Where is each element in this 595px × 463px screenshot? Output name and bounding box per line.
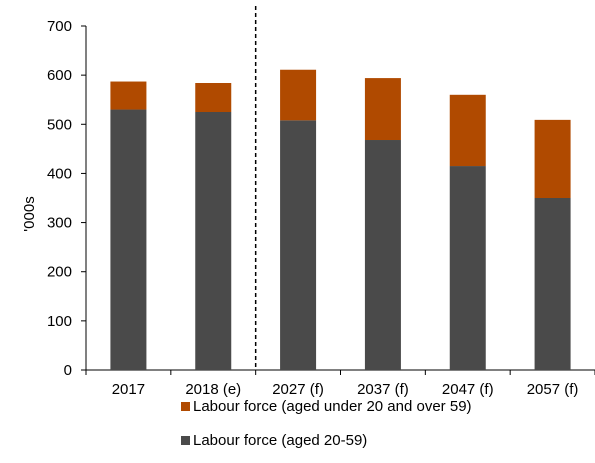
bar-segment-aged-under-20-over-59 <box>195 83 232 112</box>
bar-segment-aged-under-20-over-59 <box>534 119 571 198</box>
legend-swatch <box>181 436 190 445</box>
legend: Labour force (aged under 20 and over 59)… <box>181 398 472 449</box>
y-tick-label: 700 <box>47 18 72 35</box>
bar-segment-aged-20-59 <box>110 109 147 371</box>
bar-segment-aged-20-59 <box>534 198 571 370</box>
x-tick-label: 2017 <box>112 381 145 398</box>
y-tick-label: 100 <box>47 313 72 330</box>
bars <box>110 69 571 371</box>
x-tick-label: 2018 (e) <box>185 381 241 398</box>
y-tick-label: 300 <box>47 215 72 232</box>
y-axis-label: '000s <box>21 196 38 231</box>
y-tick-label: 500 <box>47 116 72 133</box>
y-axis: 0 100 200 300 400 500 600 700 <box>47 18 87 379</box>
y-tick-label: 0 <box>64 362 72 379</box>
legend-swatch <box>181 402 190 411</box>
x-tick-label: 2037 (f) <box>357 381 409 398</box>
bar-segment-aged-under-20-over-59 <box>449 94 486 167</box>
bar-segment-aged-under-20-over-59 <box>110 81 147 110</box>
bar-segment-aged-20-59 <box>364 140 401 370</box>
bar-segment-aged-under-20-over-59 <box>280 69 317 121</box>
legend-label: Labour force (aged under 20 and over 59) <box>193 398 472 415</box>
y-tick-label: 600 <box>47 67 72 84</box>
bar-segment-aged-under-20-over-59 <box>364 78 401 141</box>
x-tick-label: 2027 (f) <box>272 381 324 398</box>
x-axis: 2017 2018 (e) 2027 (f) 2037 (f) 2047 (f) 2057… <box>85 6 595 398</box>
y-tick-label: 200 <box>47 264 72 281</box>
bar-segment-aged-20-59 <box>195 112 232 370</box>
bar-segment-aged-20-59 <box>280 120 317 371</box>
y-tick-label: 400 <box>47 165 72 182</box>
legend-label: Labour force (aged 20-59) <box>193 432 367 449</box>
x-tick-label: 2047 (f) <box>442 381 494 398</box>
x-tick-label: 2057 (f) <box>527 381 579 398</box>
bar-segment-aged-20-59 <box>449 166 486 370</box>
